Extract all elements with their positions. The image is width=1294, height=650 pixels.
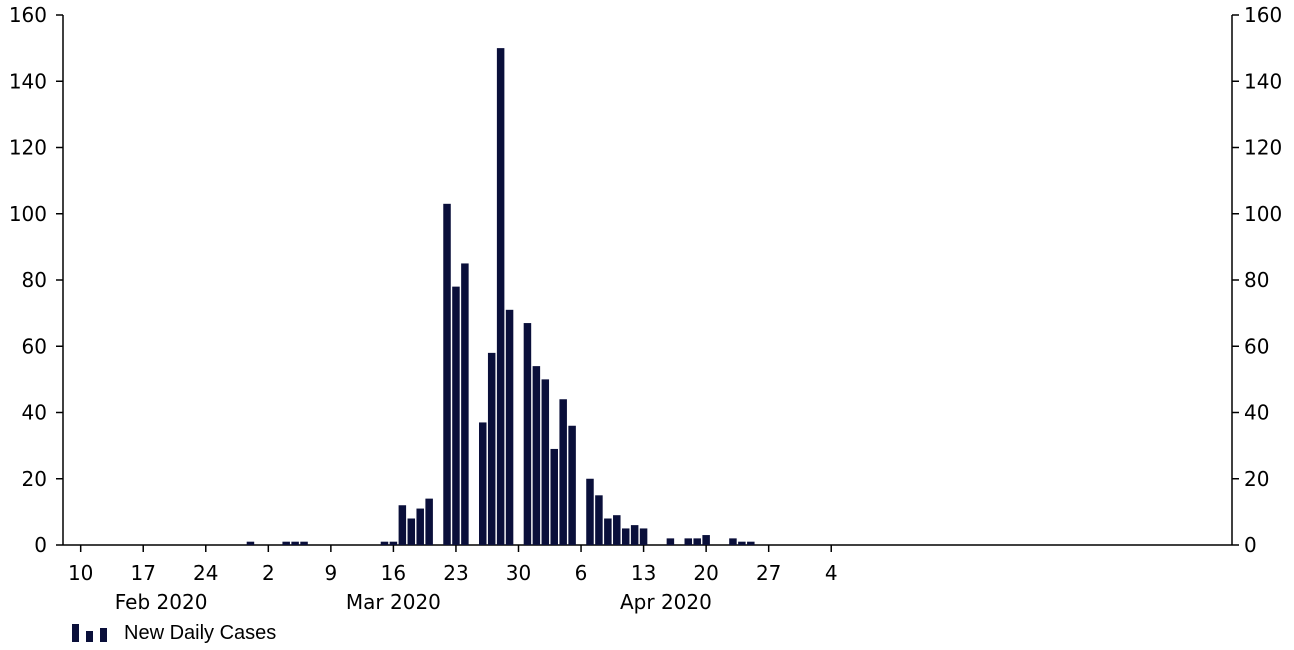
left-y-tick-label: 0	[34, 533, 47, 557]
left-y-tick-label: 120	[9, 136, 47, 160]
chart: 0 20 40 60 80 100 120 140 160 0 20 40 60 80 100 120 140…	[9, 3, 1282, 614]
left-y-tick-label: 60	[22, 334, 47, 358]
left-y-tick-label: 160	[9, 3, 47, 27]
bar	[595, 495, 603, 545]
x-tick-label: 2	[262, 561, 275, 585]
bar	[666, 538, 675, 545]
bar	[604, 518, 612, 545]
x-tick-label: 30	[506, 561, 531, 585]
right-y-tick-label: 140	[1244, 69, 1282, 93]
legend-label: New Daily Cases	[124, 621, 277, 644]
x-month-label: Feb 2020	[115, 590, 208, 614]
right-y-axis: 0 20 40 60 80 100 120 140 160	[1231, 3, 1282, 557]
bar	[380, 541, 389, 545]
x-month-label: Apr 2020	[620, 590, 712, 614]
bar	[443, 203, 451, 545]
bar	[523, 323, 532, 545]
left-y-tick-label: 20	[22, 467, 47, 491]
left-y-tick-label: 80	[22, 268, 47, 292]
bar	[621, 528, 630, 545]
bar	[729, 538, 737, 545]
x-tick-label: 23	[443, 561, 468, 585]
right-y-tick-label: 120	[1244, 136, 1282, 160]
bar	[461, 263, 469, 545]
x-tick-label: 24	[193, 561, 218, 585]
bar	[389, 541, 398, 545]
right-y-tick-label: 100	[1244, 202, 1282, 226]
x-axis: 10 17 24 2 9 16 23 30 6 13 20 27 4 Feb 2020 Mar 2020 Ap…	[63, 544, 1232, 614]
bar	[496, 48, 505, 545]
bar	[586, 478, 594, 545]
bar	[291, 541, 299, 545]
x-month-label: Mar 2020	[346, 590, 441, 614]
left-y-tick-label: 100	[9, 202, 47, 226]
bar	[630, 525, 639, 545]
left-y-axis: 0 20 40 60 80 100 120 140 160	[9, 3, 64, 557]
bar	[416, 508, 424, 545]
x-tick-label: 9	[324, 561, 337, 585]
right-y-tick-label: 160	[1244, 3, 1282, 27]
bar	[568, 425, 576, 545]
bar	[639, 528, 648, 545]
bar	[479, 422, 487, 545]
right-y-tick-label: 80	[1244, 268, 1269, 292]
bar	[282, 541, 290, 545]
bar	[505, 309, 514, 545]
bar	[407, 518, 416, 545]
legend: New Daily Cases	[72, 620, 276, 646]
x-tick-label: 13	[631, 561, 656, 585]
bar	[684, 538, 693, 545]
bar	[452, 286, 460, 545]
bar	[738, 541, 746, 545]
bar	[398, 505, 407, 545]
bar	[300, 541, 308, 545]
right-y-tick-label: 60	[1244, 334, 1269, 358]
x-tick-label: 10	[68, 561, 93, 585]
bar	[487, 352, 496, 545]
bar	[559, 399, 567, 545]
left-y-tick-label: 140	[9, 69, 47, 93]
bar	[693, 538, 701, 545]
right-y-tick-label: 0	[1244, 533, 1257, 557]
x-tick-label: 17	[131, 561, 156, 585]
legend-swatch	[72, 624, 114, 642]
x-tick-label: 20	[693, 561, 718, 585]
x-tick-label: 6	[575, 561, 588, 585]
bar	[541, 379, 550, 545]
bar	[613, 515, 621, 545]
bar	[425, 498, 433, 545]
left-y-tick-label: 40	[22, 401, 47, 425]
bar	[702, 535, 710, 545]
x-tick-label: 4	[825, 561, 838, 585]
series-new-daily-cases	[246, 48, 755, 545]
bar	[246, 541, 255, 545]
x-tick-label: 27	[756, 561, 781, 585]
x-tick-label: 16	[381, 561, 406, 585]
right-y-tick-label: 40	[1244, 401, 1269, 425]
bar	[532, 366, 541, 545]
bar	[747, 541, 755, 545]
bar	[550, 448, 558, 545]
right-y-tick-label: 20	[1244, 467, 1269, 491]
